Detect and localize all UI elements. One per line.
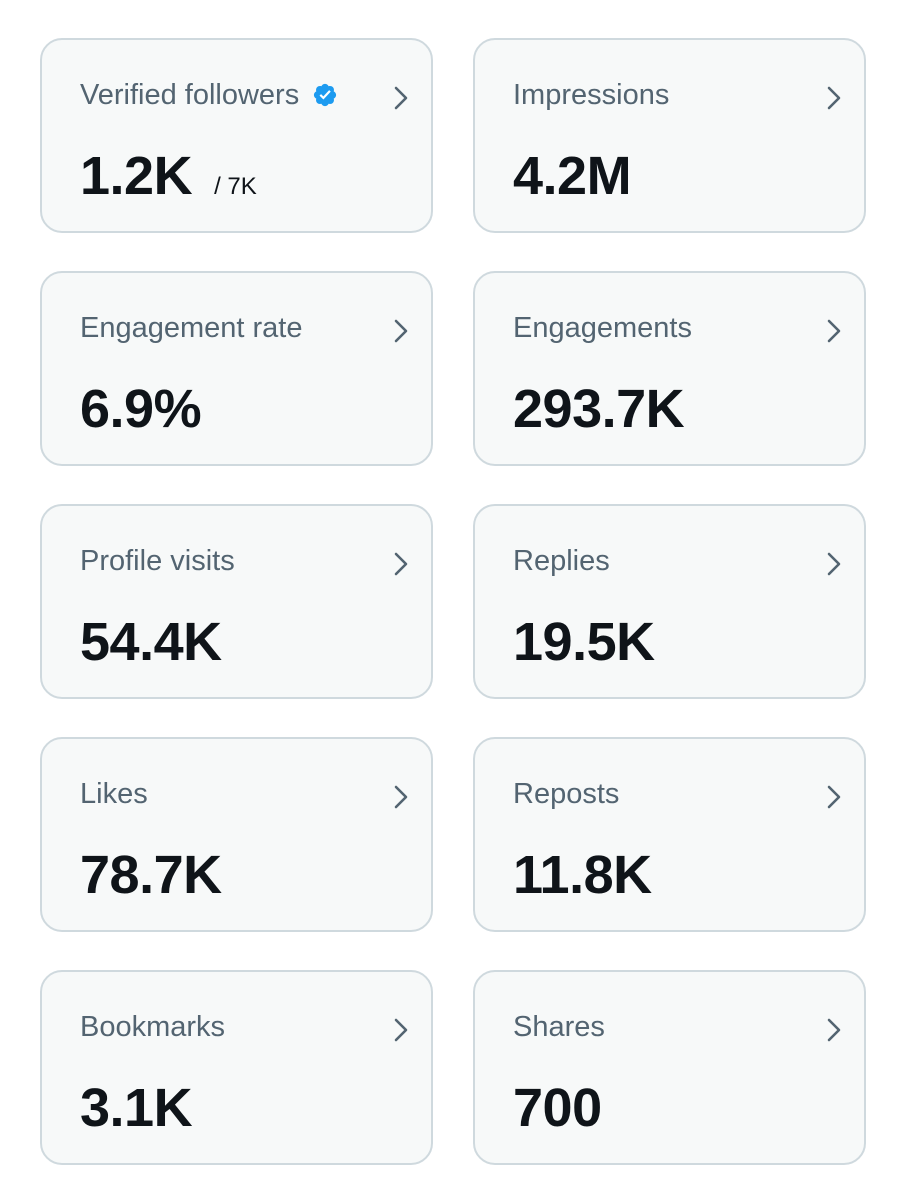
- metric-title: Reposts: [513, 777, 619, 811]
- chevron-right-icon: [824, 550, 844, 578]
- metric-label: Bookmarks: [80, 1011, 226, 1043]
- chevron-right-icon: [824, 317, 844, 345]
- metric-title: Profile visits: [80, 544, 235, 578]
- metric-title: Engagement rate: [80, 311, 302, 345]
- metric-label: Impressions: [513, 79, 670, 111]
- metric-title: Replies: [513, 544, 610, 578]
- metric-label: Likes: [80, 778, 148, 810]
- metric-title: Verified followers: [80, 78, 338, 112]
- metric-value-row: 54.4K: [80, 610, 222, 674]
- metric-label: Profile visits: [80, 545, 235, 577]
- metrics-grid: Verified followers 1.2K / 7K Impressions…: [40, 38, 866, 1165]
- metric-value-row: 78.7K: [80, 843, 222, 907]
- metric-card-reposts[interactable]: Reposts 11.8K: [473, 737, 866, 932]
- metric-title: Shares: [513, 1010, 605, 1044]
- chevron-right-icon: [391, 317, 411, 345]
- metric-value-row: 19.5K: [513, 610, 655, 674]
- verified-badge-icon: [312, 82, 338, 108]
- metric-value: 6.9%: [80, 379, 202, 439]
- chevron-right-icon: [391, 550, 411, 578]
- metric-card-impressions[interactable]: Impressions 4.2M: [473, 38, 866, 233]
- chevron-right-icon: [391, 84, 411, 112]
- chevron-right-icon: [824, 783, 844, 811]
- metric-value-row: 1.2K / 7K: [80, 144, 257, 208]
- metric-value-row: 4.2M: [513, 144, 632, 208]
- metric-value: 19.5K: [513, 612, 655, 672]
- metric-value: 78.7K: [80, 845, 222, 905]
- chevron-right-icon: [824, 1016, 844, 1044]
- metric-title: Impressions: [513, 78, 669, 112]
- metric-card-replies[interactable]: Replies 19.5K: [473, 504, 866, 699]
- metric-value: 54.4K: [80, 612, 222, 672]
- metric-value-row: 700: [513, 1076, 602, 1140]
- metric-card-shares[interactable]: Shares 700: [473, 970, 866, 1165]
- metric-label: Reposts: [513, 778, 620, 810]
- metric-label: Engagement rate: [80, 312, 303, 344]
- metric-value-row: 6.9%: [80, 377, 202, 441]
- chevron-right-icon: [824, 84, 844, 112]
- metric-label: Replies: [513, 545, 610, 577]
- metric-card-likes[interactable]: Likes 78.7K: [40, 737, 433, 932]
- metric-title: Bookmarks: [80, 1010, 225, 1044]
- metric-label: Engagements: [513, 312, 692, 344]
- metric-title: Engagements: [513, 311, 692, 345]
- chevron-right-icon: [391, 783, 411, 811]
- metric-value: 293.7K: [513, 379, 685, 439]
- metric-card-engagement-rate[interactable]: Engagement rate 6.9%: [40, 271, 433, 466]
- metric-value: 1.2K: [80, 146, 193, 206]
- metric-card-bookmarks[interactable]: Bookmarks 3.1K: [40, 970, 433, 1165]
- metric-card-verified-followers[interactable]: Verified followers 1.2K / 7K: [40, 38, 433, 233]
- metric-value-row: 293.7K: [513, 377, 685, 441]
- metric-label: Verified followers: [80, 79, 300, 111]
- metric-label: Shares: [513, 1011, 605, 1043]
- metric-value: 4.2M: [513, 146, 632, 206]
- metric-value: 11.8K: [513, 845, 652, 905]
- chevron-right-icon: [391, 1016, 411, 1044]
- metric-card-profile-visits[interactable]: Profile visits 54.4K: [40, 504, 433, 699]
- metric-title: Likes: [80, 777, 148, 811]
- metric-secondary-value: / 7K: [214, 173, 257, 200]
- metric-value-row: 3.1K: [80, 1076, 193, 1140]
- metric-value-row: 11.8K: [513, 843, 652, 907]
- metric-value: 700: [513, 1078, 602, 1138]
- metric-value: 3.1K: [80, 1078, 193, 1138]
- metric-card-engagements[interactable]: Engagements 293.7K: [473, 271, 866, 466]
